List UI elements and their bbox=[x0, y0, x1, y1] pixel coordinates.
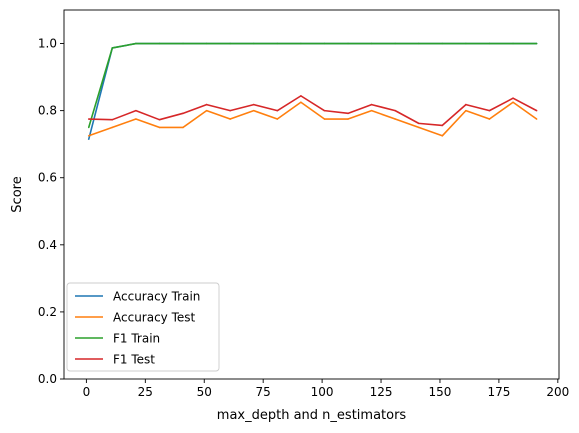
data-point-f1-test bbox=[182, 112, 184, 115]
series-line-accuracy-test bbox=[88, 101, 538, 137]
legend-frame bbox=[66, 282, 220, 372]
data-point-f1-test bbox=[394, 109, 396, 112]
data-point-accuracy-test bbox=[347, 118, 349, 120]
legend-label-f1-test: F1 Test bbox=[113, 353, 155, 367]
data-point-accuracy-test bbox=[465, 109, 467, 112]
axes-frame bbox=[63, 9, 560, 380]
data-point-f1-test bbox=[229, 109, 231, 112]
data-point-f1-test bbox=[205, 103, 208, 106]
data-point-f1-test bbox=[276, 109, 279, 112]
data-point-f1-train bbox=[252, 42, 255, 45]
data-point-accuracy-test bbox=[512, 101, 514, 104]
data-point-f1-train bbox=[135, 42, 137, 45]
y-axis-label: Score bbox=[10, 176, 25, 212]
y-tick-label: 0.0 bbox=[38, 372, 57, 386]
data-point-accuracy-test bbox=[488, 118, 491, 120]
x-axis-ticks: 0 25 50 75 100 125 150 175 200 bbox=[83, 379, 569, 399]
plot-area bbox=[87, 42, 538, 140]
data-point-f1-train bbox=[158, 42, 161, 45]
data-point-accuracy-test bbox=[300, 101, 302, 104]
data-point-accuracy-test bbox=[87, 134, 90, 137]
data-point-f1-test bbox=[488, 109, 491, 112]
legend-label-accuracy-test: Accuracy Test bbox=[113, 311, 196, 325]
data-point-f1-train bbox=[417, 42, 420, 45]
data-point-f1-train bbox=[205, 42, 208, 45]
data-point-f1-test bbox=[535, 109, 538, 112]
y-axis-ticks: 0.0 0.2 0.4 0.6 0.8 1.0 bbox=[38, 37, 64, 386]
data-point-f1-train bbox=[441, 42, 444, 45]
data-point-f1-test bbox=[158, 118, 161, 121]
data-point-f1-train bbox=[111, 47, 114, 49]
data-point-f1-test bbox=[417, 122, 420, 125]
y-tick-label: 0.4 bbox=[38, 238, 57, 252]
x-tick-label: 125 bbox=[370, 385, 393, 399]
data-point-accuracy-test bbox=[323, 118, 326, 120]
series-line-f1-train bbox=[87, 42, 537, 128]
x-tick-label: 100 bbox=[311, 385, 334, 399]
data-point-accuracy-test bbox=[205, 109, 208, 112]
data-point-f1-test bbox=[370, 103, 373, 106]
data-point-f1-test bbox=[135, 109, 137, 112]
data-point-f1-train bbox=[347, 42, 349, 45]
x-tick-label: 75 bbox=[256, 385, 271, 399]
y-tick-label: 1.0 bbox=[38, 37, 57, 51]
data-point-f1-train bbox=[394, 42, 396, 45]
x-tick-label: 50 bbox=[197, 385, 212, 399]
data-point-f1-train bbox=[465, 42, 467, 45]
data-point-f1-test bbox=[465, 103, 467, 106]
data-point-f1-test bbox=[252, 103, 255, 106]
data-point-f1-train bbox=[276, 42, 279, 45]
data-point-f1-train bbox=[182, 42, 184, 45]
x-axis-label: max_depth and n_estimators bbox=[217, 408, 407, 423]
data-point-accuracy-test bbox=[229, 118, 231, 120]
data-point-f1-test bbox=[441, 124, 444, 127]
legend: Accuracy Train Accuracy Test F1 Train F1 Te… bbox=[66, 282, 220, 372]
data-point-f1-train bbox=[300, 42, 302, 45]
y-tick-label: 0.2 bbox=[38, 305, 57, 319]
data-point-f1-test bbox=[87, 118, 90, 120]
data-point-accuracy-test bbox=[135, 118, 137, 120]
data-point-f1-train bbox=[229, 42, 231, 45]
data-point-accuracy-test bbox=[441, 134, 444, 137]
x-tick-label: 200 bbox=[546, 385, 569, 399]
data-point-f1-test bbox=[300, 95, 302, 97]
data-point-f1-train bbox=[370, 42, 373, 45]
legend-label-accuracy-train: Accuracy Train bbox=[113, 290, 200, 304]
data-point-f1-train bbox=[323, 42, 326, 45]
x-tick-label: 150 bbox=[429, 385, 452, 399]
data-point-accuracy-test bbox=[158, 126, 161, 129]
data-point-f1-test bbox=[347, 112, 349, 115]
data-point-f1-test bbox=[512, 97, 514, 100]
data-point-f1-train bbox=[535, 42, 538, 45]
data-point-accuracy-train bbox=[87, 138, 90, 140]
x-tick-label: 175 bbox=[487, 385, 510, 399]
x-tick-label: 25 bbox=[138, 385, 153, 399]
data-point-f1-test bbox=[323, 109, 326, 112]
data-point-f1-train bbox=[488, 42, 491, 45]
legend-label-f1-train: F1 Train bbox=[113, 332, 160, 346]
data-point-accuracy-test bbox=[417, 126, 420, 129]
data-point-accuracy-test bbox=[252, 109, 255, 112]
data-point-accuracy-test bbox=[370, 109, 373, 112]
data-point-accuracy-test bbox=[111, 126, 114, 129]
series-line-f1-test bbox=[88, 95, 537, 127]
data-point-accuracy-test bbox=[394, 118, 396, 120]
data-point-f1-test bbox=[111, 118, 114, 121]
x-tick-label: 0 bbox=[83, 385, 91, 399]
data-point-accuracy-test bbox=[276, 118, 279, 120]
data-point-accuracy-test bbox=[535, 118, 538, 120]
data-point-accuracy-test bbox=[182, 126, 184, 129]
y-tick-label: 0.8 bbox=[38, 104, 57, 118]
data-point-f1-train bbox=[87, 126, 90, 129]
y-tick-label: 0.6 bbox=[38, 171, 57, 185]
data-point-f1-train bbox=[512, 42, 514, 45]
